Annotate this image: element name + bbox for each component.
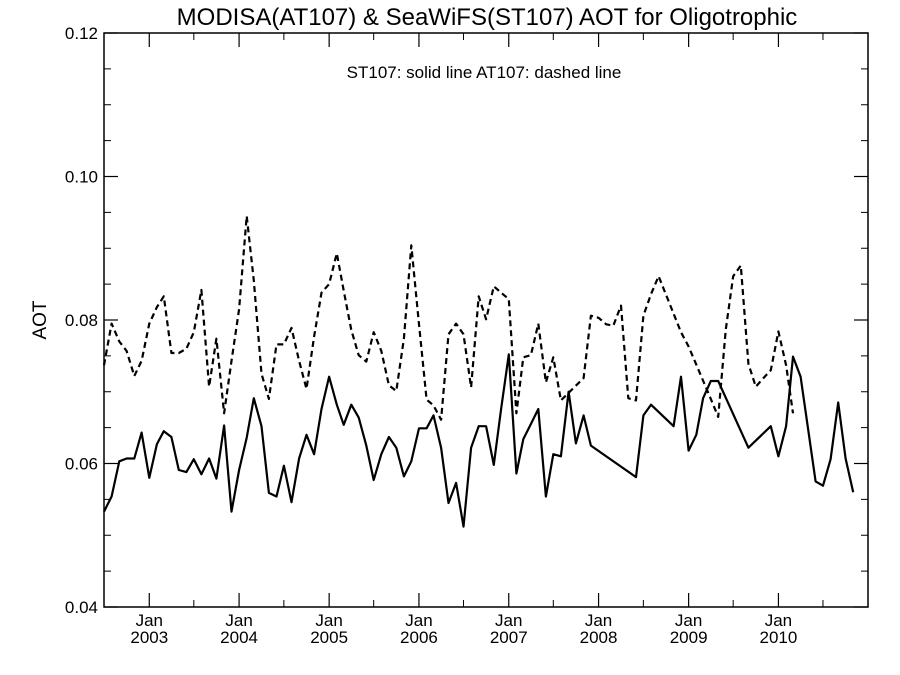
y-tick-label: 0.12 bbox=[65, 24, 98, 43]
x-tick-month-label: Jan bbox=[675, 611, 702, 630]
series-line-at107 bbox=[102, 214, 795, 421]
x-tick-year-label: 2006 bbox=[400, 628, 438, 647]
line-style-annotation: ST107: solid line AT107: dashed line bbox=[347, 63, 622, 82]
x-tick-month-label: Jan bbox=[765, 611, 792, 630]
x-axis: Jan2003Jan2004Jan2005Jan2006Jan2007Jan20… bbox=[130, 33, 824, 647]
x-tick-month-label: Jan bbox=[225, 611, 252, 630]
x-tick-year-label: 2004 bbox=[220, 628, 258, 647]
x-tick-year-label: 2007 bbox=[490, 628, 528, 647]
x-tick-year-label: 2008 bbox=[580, 628, 618, 647]
x-tick-month-label: Jan bbox=[585, 611, 612, 630]
x-tick-month-label: Jan bbox=[136, 611, 163, 630]
x-tick-month-label: Jan bbox=[405, 611, 432, 630]
series-line-st107 bbox=[103, 353, 855, 528]
y-tick-label: 0.10 bbox=[65, 168, 98, 187]
x-tick-year-label: 2005 bbox=[310, 628, 348, 647]
x-tick-year-label: 2009 bbox=[670, 628, 708, 647]
chart-title: MODISA(AT107) & SeaWiFS(ST107) AOT for O… bbox=[177, 4, 798, 31]
y-tick-label: 0.06 bbox=[65, 455, 98, 474]
x-tick-month-label: Jan bbox=[495, 611, 522, 630]
x-tick-month-label: Jan bbox=[315, 611, 342, 630]
y-tick-label: 0.04 bbox=[65, 598, 98, 617]
y-axis-label: AOT bbox=[30, 300, 51, 339]
y-axis: 0.04 0.06 0.08 0.10 0.12 bbox=[65, 24, 868, 617]
x-tick-year-label: 2010 bbox=[760, 628, 798, 647]
y-tick-label: 0.08 bbox=[65, 311, 98, 330]
x-tick-year-label: 2003 bbox=[130, 628, 168, 647]
series-layer bbox=[102, 214, 855, 528]
